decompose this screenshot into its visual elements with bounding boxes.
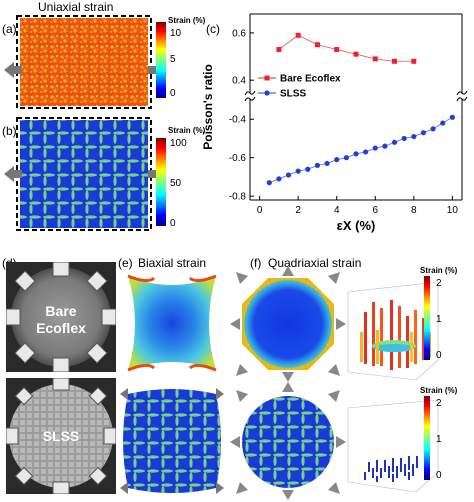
quadriaxial-bare-map [230, 266, 346, 382]
data-point [353, 51, 359, 57]
colorbar-title: Strain (%) [420, 266, 458, 275]
biaxial-bare-map [127, 274, 217, 372]
x-tick-label: 4 [334, 205, 340, 216]
legend-marker [264, 75, 270, 81]
bare-caption-line2: Ecoflex [36, 320, 86, 336]
y-axis-label: Poisson's ratio [201, 64, 215, 150]
panel-b-label: (b) [2, 124, 17, 138]
data-point [324, 160, 330, 167]
panel-b-strain-map [4, 117, 166, 231]
legend-label: Bare Ecoflex [280, 74, 341, 85]
data-point [305, 166, 311, 172]
y-tick-label: 0.6 [232, 28, 246, 39]
panel-a-colorbar: Strain (%) 10 5 0 [156, 16, 216, 102]
data-point [401, 135, 407, 142]
data-point [295, 168, 301, 174]
bare-ecoflex-photo: Bare Ecoflex [6, 262, 116, 372]
left-arrow-icon [4, 62, 14, 78]
colorbar-tick: 5 [170, 54, 176, 65]
axis-break-mark [244, 96, 256, 102]
panel-a-strain-map [4, 15, 166, 109]
poissons-ratio-chart: 0 2 4 6 8 10 0.6 0.4 -0.4 -0.6 -0.8 Poisson's ratio… [201, 13, 468, 233]
left-arrow-icon [4, 166, 14, 182]
data-point [372, 56, 378, 62]
data-point [343, 155, 349, 161]
biaxial-slss-map [120, 388, 224, 494]
colorbar-tick: 0 [170, 218, 176, 229]
legend-label: SLSS [280, 89, 306, 100]
axis-break-mark [456, 96, 468, 102]
slss-caption: SLSS [43, 428, 80, 444]
quadriaxial-bare-3d-bars [347, 281, 439, 381]
data-point [353, 151, 359, 157]
x-tick-label: 10 [447, 205, 459, 216]
colorbar-tick: 50 [170, 178, 182, 189]
y-tick-label: -0.4 [229, 115, 247, 126]
colorbar-tick: 1 [436, 314, 442, 325]
colorbar-title: Strain (%) [168, 126, 206, 135]
panel-b-colorbar: Strain (%) 100 50 0 [156, 126, 216, 234]
arrow-icon [230, 266, 346, 382]
panel-a-label: (a) [2, 22, 17, 36]
data-point [372, 145, 378, 151]
data-point [334, 157, 340, 163]
y-tick-label: -0.8 [229, 192, 247, 203]
colorbar-tick: 2 [436, 278, 442, 289]
x-tick-label: 6 [372, 205, 378, 216]
data-point [392, 58, 398, 64]
y-tick-label: 0.4 [232, 76, 246, 87]
data-point [420, 130, 427, 136]
x-tick-label: 2 [295, 205, 301, 216]
colorbar-tick: 100 [170, 138, 187, 149]
x-tick-label: 8 [411, 205, 417, 216]
colorbar-tick: 0 [436, 470, 442, 481]
x-axis-label: εX (%) [337, 218, 376, 233]
data-point [314, 42, 320, 48]
data-point [285, 172, 292, 178]
colorbar-tick: 10 [170, 28, 182, 39]
panel-e-title: Biaxial strain [138, 256, 207, 270]
slss-photo: SLSS [6, 378, 116, 494]
colorbar-tick: 0 [170, 88, 176, 99]
data-point [295, 32, 301, 38]
data-point [276, 46, 282, 52]
panel-f-title: Quadriaxial strain [268, 256, 362, 270]
data-point [276, 176, 282, 182]
panel-a-title: Uniaxial strain [38, 0, 114, 14]
axis-break-mark [244, 90, 256, 96]
quadriaxial-slss-map [230, 382, 346, 500]
data-point [363, 149, 369, 155]
data-point [430, 126, 436, 132]
colorbar-tick: 1 [436, 434, 442, 445]
panel-e-label: (e) [118, 256, 133, 270]
axis-break-mark [456, 90, 468, 96]
colorbar-title: Strain (%) [420, 386, 458, 395]
data-point [449, 114, 455, 120]
data-point [440, 120, 446, 126]
panel-f-label: (f) [250, 256, 262, 270]
data-point [411, 133, 417, 140]
data-point [334, 46, 340, 52]
data-point [266, 180, 272, 186]
x-tick-label: 0 [257, 205, 263, 216]
colorbar-tick: 2 [436, 398, 442, 409]
panel-c-label: (c) [206, 22, 220, 36]
data-point [391, 139, 398, 145]
legend-marker [264, 90, 270, 96]
dashed-outline [16, 15, 152, 109]
quadriaxial-slss-3d-bars [347, 399, 439, 493]
colorbar-title: Strain (%) [168, 16, 206, 25]
y-tick-label: -0.6 [229, 153, 247, 164]
colorbar-tick: 0 [436, 350, 442, 361]
arrow-icon [120, 388, 224, 494]
data-point [382, 143, 388, 149]
panel-f-colorbar-bottom: Strain (%) 2 1 0 [420, 386, 474, 492]
data-point [314, 162, 321, 168]
series-line [278, 34, 414, 62]
panel-f-colorbar-top: Strain (%) 2 1 0 [420, 266, 474, 372]
bare-caption-line1: Bare [45, 303, 76, 319]
arrow-icon [230, 382, 346, 500]
data-point [411, 58, 417, 64]
